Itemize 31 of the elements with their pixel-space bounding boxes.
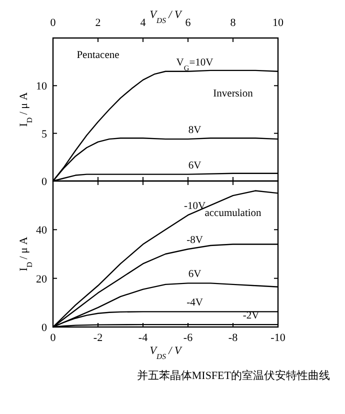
x-tick-label: 0 bbox=[50, 332, 56, 344]
x-tick-label: 6 bbox=[185, 17, 192, 29]
y-tick-label: 0 bbox=[42, 322, 48, 334]
y-tick-label: 0 bbox=[42, 176, 48, 188]
annotation: Inversion bbox=[213, 88, 254, 100]
x-tick-label: 2 bbox=[95, 17, 101, 29]
x-tick-label: 0 bbox=[50, 17, 56, 29]
annotation: accumulation bbox=[204, 208, 262, 220]
x-axis-title: V$_{DS}$ / V bbox=[150, 9, 182, 24]
y-tick-label: 40 bbox=[36, 224, 48, 237]
y-tick-label: 10 bbox=[36, 80, 48, 93]
series-label: 8V bbox=[188, 125, 202, 136]
x-tick-label: -4 bbox=[138, 332, 148, 344]
x-axis-title: V$_{DS}$ / V bbox=[150, 345, 182, 360]
series-label: -10V bbox=[184, 201, 206, 212]
x-tick-label: 8 bbox=[230, 17, 236, 29]
series-label: -4V bbox=[186, 298, 204, 309]
series-label: 6V bbox=[188, 269, 202, 280]
x-tick-label: 4 bbox=[140, 17, 146, 29]
series-label: V$_{G}$=10V bbox=[176, 57, 214, 72]
x-tick-label: -8 bbox=[228, 332, 238, 344]
y-tick-label: 20 bbox=[36, 273, 48, 286]
x-tick-label: -2 bbox=[93, 332, 103, 344]
x-tick-label: 10 bbox=[272, 17, 284, 29]
annotation: Pentacene bbox=[76, 50, 120, 62]
x-tick-label: -10 bbox=[270, 332, 286, 344]
text: 并五苯晶体MISFET的室温伏安特性曲线 bbox=[136, 369, 330, 382]
y-tick-label: 5 bbox=[42, 128, 48, 140]
series-label: 6V bbox=[188, 160, 202, 172]
x-tick-label: -6 bbox=[183, 332, 194, 344]
series-label: -8V bbox=[186, 235, 204, 246]
